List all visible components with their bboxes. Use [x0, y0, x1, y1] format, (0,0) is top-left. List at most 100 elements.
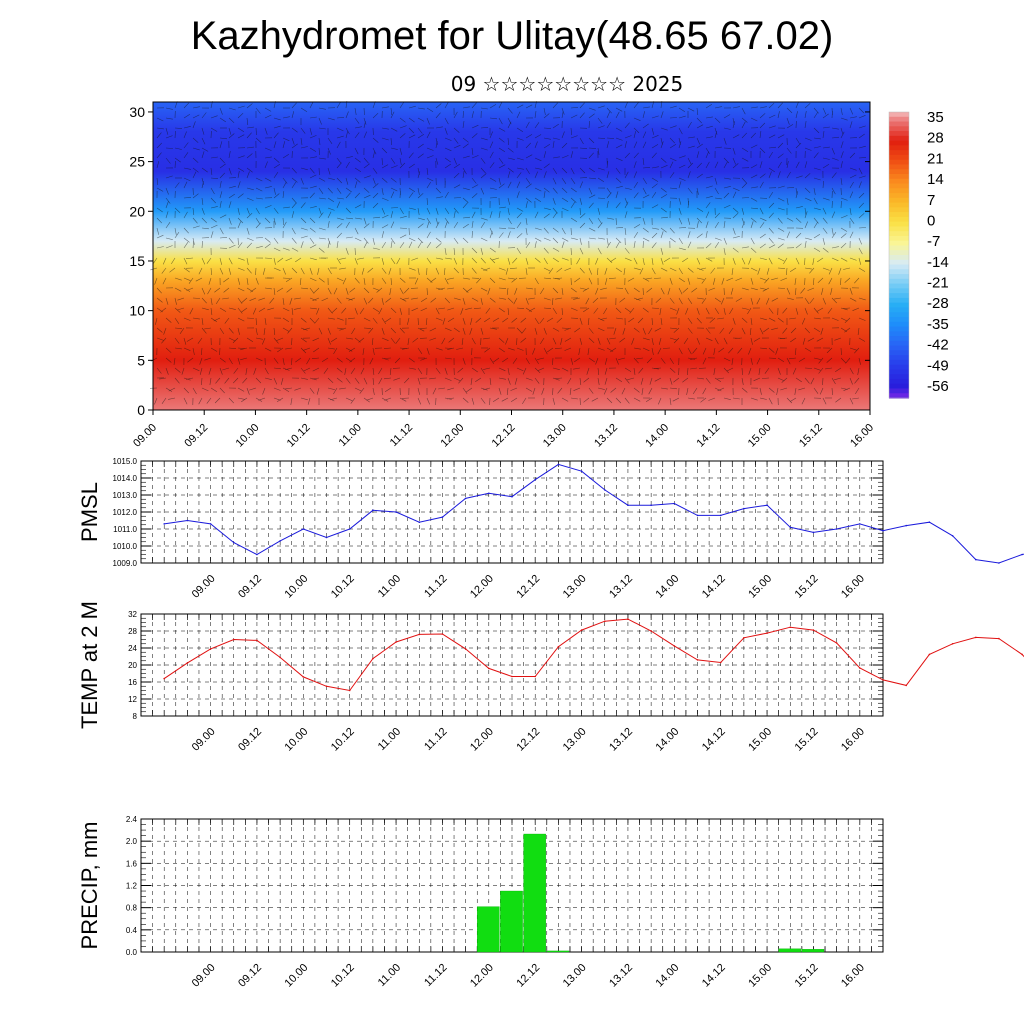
pmsl-point — [882, 529, 884, 532]
temp-point — [372, 657, 374, 660]
colorbar-cell — [889, 264, 909, 270]
precip-panel: 0.0 0.4 0.8 1.2 1.6 2.0 2.4 09.00 09.12 10.00 10.1… — [77, 815, 884, 990]
colorbar-cell — [889, 140, 909, 146]
x-tick-label: 14.12 — [700, 726, 728, 754]
pmsl-point — [325, 536, 328, 539]
x-tick-label: 11.00 — [376, 573, 403, 600]
temp-point — [580, 629, 583, 631]
temp-point — [905, 684, 907, 687]
y-axis-label: PMSL — [77, 482, 102, 542]
colorbar-cell — [889, 112, 909, 118]
temp-point — [928, 653, 931, 656]
x-tick-label: 15.00 — [746, 962, 774, 990]
y-tick-label: 12 — [128, 695, 137, 704]
colorbar-cell — [889, 173, 909, 180]
x-tick-label: 13.00 — [561, 573, 589, 601]
colorbar-cell — [889, 154, 909, 161]
precip-bar — [801, 949, 825, 953]
y-tick-label: 1012.0 — [113, 508, 138, 517]
y-tick-label: 24 — [128, 644, 137, 653]
y-tick-label: 15 — [129, 253, 145, 269]
pmsl-point — [511, 495, 513, 498]
colorbar-label: -21 — [927, 275, 949, 292]
chart-title: Kazhydromet for Ulitay(48.65 67.02) — [190, 14, 834, 58]
temp-point — [464, 648, 467, 650]
y-tick-label: 16 — [128, 678, 137, 687]
pmsl-point — [998, 562, 1000, 564]
pmsl-point — [488, 492, 490, 495]
colorbar-cell — [889, 321, 909, 328]
colorbar-label: 28 — [927, 130, 944, 147]
precip-bar — [546, 950, 570, 953]
colorbar-cell — [889, 221, 909, 227]
y-tick-label: 2.4 — [126, 815, 138, 824]
pmsl-point — [1021, 553, 1023, 556]
colorbar: 35 28 21 14 7 0 -7 -14 -21 -28 -35 -42 -49 -56 — [888, 109, 949, 399]
y-tick-label: 2.0 — [126, 837, 138, 846]
temp-point — [627, 618, 629, 620]
heatmap-field — [153, 102, 870, 410]
temp-point — [279, 656, 281, 659]
x-tick-label: 16.00 — [839, 962, 867, 990]
colorbar-cell — [889, 145, 909, 151]
temp-point — [882, 679, 884, 681]
temp-point — [395, 641, 397, 643]
colorbar-cell — [889, 345, 909, 351]
temp-point — [418, 633, 421, 636]
pmsl-point — [928, 521, 931, 523]
temp-point — [302, 676, 305, 678]
pmsl-point — [673, 502, 676, 505]
x-tick-label: 15.12 — [793, 573, 821, 601]
pmsl-point — [975, 558, 977, 561]
x-tick-label: 10.12 — [329, 726, 357, 754]
y-tick-label: 1014.0 — [113, 474, 138, 483]
x-tick-label: 16.00 — [848, 422, 876, 450]
y-tick-label: 32 — [128, 610, 137, 619]
colorbar-cell — [889, 297, 909, 304]
colorbar-cell — [889, 188, 909, 194]
y-tick-label: 0 — [137, 402, 145, 418]
temp-point — [256, 639, 258, 642]
temp-panel: 8 12 16 20 24 28 32 09.00 09.12 10.00 10.12 11.00 11… — [77, 601, 1024, 754]
colorbar-cell — [889, 388, 909, 394]
temp-point — [488, 667, 490, 670]
colorbar-cell — [889, 336, 909, 342]
colorbar-label: -56 — [927, 378, 949, 395]
y-tick-label: 20 — [129, 203, 145, 219]
temp-point — [951, 643, 954, 645]
precip-bar — [500, 890, 523, 953]
y-tick-label: 30 — [129, 104, 145, 120]
x-tick-label: 15.00 — [746, 726, 774, 754]
colorbar-cell — [889, 207, 909, 213]
colorbar-cell — [889, 126, 909, 132]
x-tick-label: 15.00 — [746, 573, 774, 601]
colorbar-label: -28 — [927, 295, 949, 312]
x-tick-label: 10.12 — [329, 962, 357, 990]
temp-point — [812, 629, 815, 631]
x-tick-label: 10.00 — [282, 962, 310, 990]
x-tick-label: 11.00 — [337, 422, 364, 449]
pmsl-point — [719, 514, 722, 517]
x-tick-label: 11.00 — [376, 726, 403, 753]
pmsl-point — [766, 504, 768, 507]
colorbar-cell — [889, 212, 909, 218]
x-tick-label: 12.12 — [514, 726, 542, 754]
temp-point — [441, 633, 444, 635]
colorbar-label: 21 — [927, 150, 944, 167]
y-tick-label: 5 — [137, 352, 145, 368]
colorbar-cell — [889, 283, 909, 289]
x-tick-label: 09.12 — [236, 962, 264, 990]
x-tick-label: 12.12 — [514, 573, 542, 601]
colorbar-cell — [889, 393, 909, 399]
x-tick-label: 10.00 — [282, 726, 310, 754]
x-tick-label: 13.12 — [592, 422, 620, 450]
pmsl-point — [557, 463, 560, 466]
colorbar-label: 14 — [927, 171, 944, 188]
temp-point — [835, 642, 838, 644]
y-tick-label: 0.0 — [126, 948, 138, 957]
colorbar-cell — [889, 121, 909, 127]
x-tick-label: 13.12 — [607, 573, 635, 601]
x-tick-label: 13.00 — [561, 962, 589, 990]
x-tick-label: 15.12 — [797, 422, 825, 450]
